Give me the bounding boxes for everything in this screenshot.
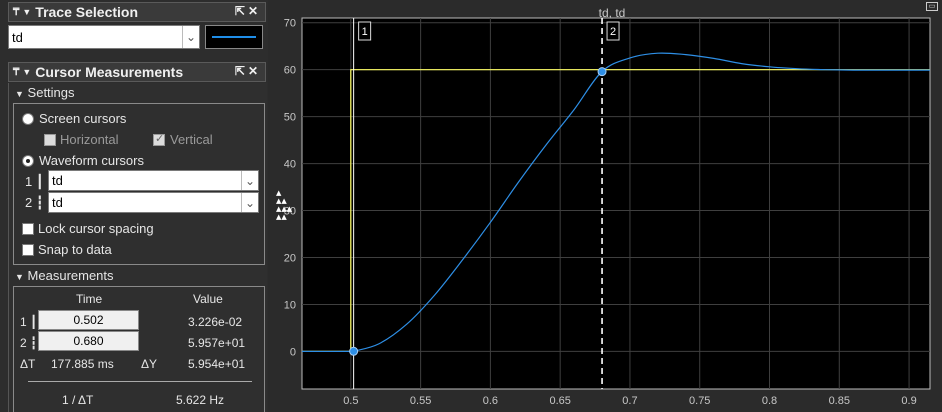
row1-label: 1 ┃	[20, 315, 38, 329]
screen-cursors-radio[interactable]	[22, 113, 34, 125]
lock-spacing-label: Lock cursor spacing	[38, 221, 154, 236]
svg-text:▲▲: ▲▲	[276, 213, 287, 221]
panel-close-icon[interactable]: ⇱✕	[234, 64, 261, 78]
delta-y-label: ΔY	[141, 357, 158, 371]
x-tick-label: 0.85	[829, 395, 850, 407]
cursor-measurements-title: Cursor Measurements	[35, 64, 184, 80]
cursor-2-tag-label: 2	[610, 26, 616, 38]
screen-cursors-label: Screen cursors	[39, 111, 127, 126]
collapse-arrow-icon: ▼	[15, 89, 24, 99]
x-tick-label: 0.65	[549, 395, 570, 407]
svg-text:▲▲▲: ▲▲▲	[276, 205, 293, 213]
cursor2-signal-select[interactable]: td ⌄	[48, 192, 259, 213]
snap-to-data-label: Snap to data	[38, 242, 112, 257]
chevron-down-icon[interactable]: ⌄	[241, 193, 258, 212]
cursor2-value: 5.957e+01	[188, 336, 246, 350]
snap-to-data-checkbox[interactable]	[22, 244, 34, 256]
collapse-arrow-icon[interactable]: ▼	[22, 7, 32, 17]
chart-title: td, td	[599, 6, 626, 20]
measurements-label: Measurements	[27, 268, 114, 283]
vertical-label: Vertical	[170, 132, 213, 147]
waveform-cursors-label: Waveform cursors	[39, 153, 144, 168]
cursor2-signal-value: td	[52, 195, 63, 210]
lock-spacing-checkbox[interactable]	[22, 223, 34, 235]
time-column-header: Time	[76, 292, 103, 306]
settings-section-header[interactable]: ▼ Settings	[15, 85, 75, 100]
cursor-2-tag	[606, 21, 620, 41]
settings-label: Settings	[27, 85, 75, 100]
trace-select[interactable]: td ⌄	[8, 25, 200, 49]
cursor-1-tag-label: 1	[362, 26, 368, 38]
svg-text:▲▲: ▲▲	[276, 197, 287, 205]
check-icon: ✓	[155, 133, 165, 145]
divider	[28, 381, 252, 382]
cursor1-signal-select[interactable]: td ⌄	[48, 170, 259, 191]
horizontal-label: Horizontal	[60, 132, 119, 147]
trace-selection-title: Trace Selection	[35, 4, 139, 20]
value-column-header: Value	[193, 292, 223, 306]
cursor2-time-input[interactable]: 0.680	[38, 331, 139, 351]
x-tick-label: 0.7	[622, 395, 637, 407]
cursor1-label: 1 ┃	[25, 174, 44, 189]
cursor-2-marker	[597, 67, 607, 77]
x-tick-label: 0.75	[689, 395, 710, 407]
y-tick-label: 10	[284, 299, 296, 311]
vertical-checkbox[interactable]: ✓	[153, 133, 165, 146]
cursor-1-tag	[358, 21, 372, 41]
y-axis-scale-arrows-icon[interactable]: ▲ ▲▲ ▲▲▲ ▲▲	[276, 189, 293, 221]
cursor2-label: 2 ┇	[25, 195, 44, 210]
cursor-measurements-titlebar: ₸ ▼ Cursor Measurements ⇱✕	[8, 62, 266, 82]
y-tick-label: 40	[284, 159, 296, 171]
collapse-arrow-icon: ▼	[15, 272, 24, 282]
y-tick-label: 60	[284, 65, 296, 77]
cursor-1-marker	[349, 346, 359, 356]
y-tick-label: 20	[284, 253, 296, 265]
pin-icon[interactable]: ₸	[13, 66, 20, 78]
y-tick-label: 70	[284, 18, 296, 30]
x-tick-label: 0.5	[343, 395, 358, 407]
delta-t-label: ΔT	[20, 357, 36, 371]
inverse-delta-t-label: 1 / ΔT	[62, 393, 94, 407]
cursor1-time-input[interactable]: 0.502	[38, 310, 139, 330]
pin-icon[interactable]: ₸	[13, 6, 20, 18]
x-tick-label: 0.9	[901, 395, 916, 407]
cursor-measurements-panel: ▼ Settings Screen cursors Horizontal ✓ V…	[8, 83, 267, 412]
svg-text:▲: ▲	[276, 189, 282, 197]
measurements-section-header[interactable]: ▼ Measurements	[15, 268, 114, 283]
undock-icon[interactable]: ▭	[926, 2, 938, 11]
y-tick-label: 30	[284, 206, 296, 218]
chevron-down-icon[interactable]: ⌄	[182, 26, 199, 48]
y-tick-label: 50	[284, 112, 296, 124]
inverse-delta-t-value: 5.622 Hz	[176, 393, 225, 407]
x-tick-label: 0.6	[483, 395, 498, 407]
horizontal-checkbox[interactable]	[44, 134, 56, 146]
delta-y-value: 5.954e+01	[188, 357, 246, 371]
delta-t-value: 177.885 ms	[51, 357, 114, 371]
measurements-box: Time Value 1 ┃ 0.502 3.226e-02 2 ┇ 0.680…	[13, 286, 265, 412]
cursor1-value: 3.226e-02	[188, 315, 243, 329]
cursor1-signal-value: td	[52, 173, 63, 188]
settings-box: Screen cursors Horizontal ✓ Vertical Wav…	[13, 103, 265, 265]
row2-label: 2 ┇	[20, 336, 38, 350]
trace-line-swatch[interactable]	[205, 25, 263, 49]
plot-background	[301, 17, 931, 390]
left-panel: ₸ ▼ Trace Selection ⇱✕ td ⌄ ₸ ▼ Cursor M…	[0, 0, 268, 412]
y-tick-label: 0	[290, 346, 296, 358]
plot-area: ▭ td, td 0.5 0.55 0.6 0.65 0.7 0.75 0.8 0.85 0.9…	[270, 0, 942, 412]
tick-labels: 0.5 0.55 0.6 0.65 0.7 0.75 0.8 0.85 0.9 0 10 20 30 40…	[284, 18, 917, 407]
panel-close-icon[interactable]: ⇱✕	[234, 4, 261, 18]
time-scope-chart[interactable]: td, td 0.5 0.55 0.6 0.65 0.7 0.75 0.8 0.85 0.9 0 1…	[270, 0, 942, 412]
x-tick-label: 0.8	[762, 395, 777, 407]
trace-selection-titlebar: ₸ ▼ Trace Selection ⇱✕	[8, 2, 266, 22]
waveform-cursors-radio[interactable]	[22, 155, 34, 167]
collapse-arrow-icon[interactable]: ▼	[22, 67, 32, 77]
x-tick-label: 0.55	[410, 395, 431, 407]
chevron-down-icon[interactable]: ⌄	[241, 171, 258, 190]
trace-select-value: td	[12, 29, 23, 45]
